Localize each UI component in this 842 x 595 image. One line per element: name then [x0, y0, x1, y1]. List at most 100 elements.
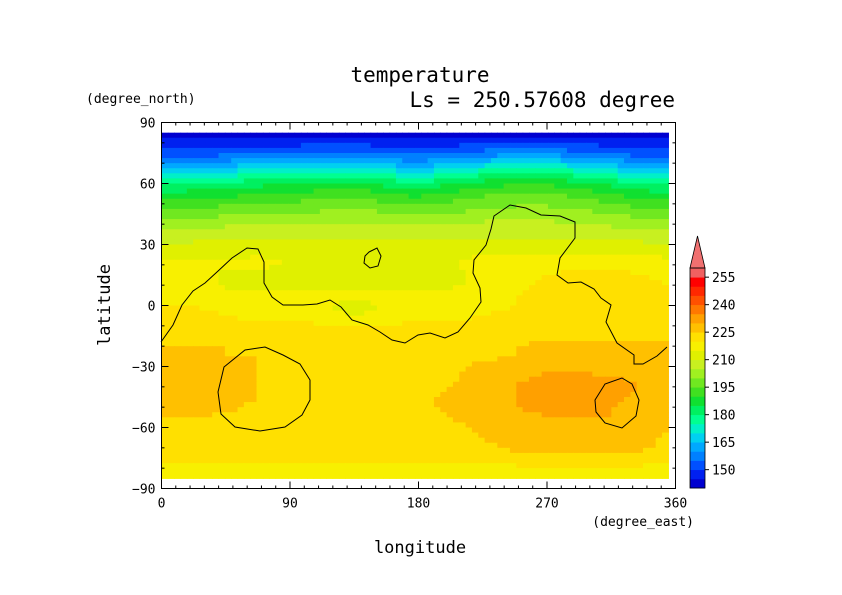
field-cell [554, 275, 562, 281]
field-cell [655, 239, 663, 246]
field-cell [497, 244, 505, 251]
field-cell [199, 305, 207, 312]
field-cell [288, 310, 296, 317]
field-cell [427, 244, 435, 251]
field-cell [560, 214, 568, 220]
field-cell [402, 168, 410, 174]
field-cell [199, 147, 207, 154]
field-cell [364, 163, 372, 169]
field-cell [630, 381, 638, 388]
field-cell [319, 275, 327, 281]
field-cell [452, 168, 460, 174]
field-cell [554, 259, 562, 266]
field-cell [541, 208, 549, 215]
field-cell [402, 437, 410, 444]
field-cell [636, 153, 644, 159]
field-cell [199, 397, 207, 403]
field-cell [307, 280, 315, 286]
field-cell [662, 275, 669, 281]
field-cell [237, 437, 245, 444]
field-cell [433, 346, 441, 352]
field-cell [547, 442, 555, 449]
field-cell [516, 158, 524, 164]
field-cell [573, 305, 581, 312]
field-cell [395, 132, 403, 139]
field-cell [433, 234, 441, 241]
field-cell [376, 203, 384, 210]
field-cell [649, 371, 657, 378]
field-cell [319, 290, 327, 296]
field-cell [370, 264, 378, 271]
field-cell [414, 356, 422, 363]
field-cell [592, 264, 600, 271]
field-cell [262, 325, 270, 332]
field-cell [636, 320, 644, 327]
field-cell [452, 188, 460, 195]
field-cell [427, 173, 435, 180]
field-cell [605, 259, 612, 266]
field-cell [389, 432, 397, 439]
field-cell [528, 427, 536, 434]
field-cell [237, 351, 245, 357]
field-cell [471, 341, 479, 347]
field-cell [237, 341, 245, 347]
field-cell [497, 168, 505, 174]
field-cell [446, 432, 454, 439]
field-cell [535, 417, 543, 424]
field-cell [509, 137, 517, 144]
field-cell [414, 402, 422, 408]
field-cell [516, 381, 524, 388]
field-cell [300, 447, 308, 454]
field-cell [218, 219, 226, 225]
field-cell [655, 132, 663, 139]
field-cell [357, 447, 365, 454]
field-cell [326, 371, 334, 378]
field-cell [522, 239, 530, 246]
field-cell [332, 310, 340, 317]
field-cell [389, 356, 397, 363]
field-cell [357, 147, 365, 154]
field-cell [592, 432, 600, 439]
field-cell [605, 173, 612, 180]
field-cell [186, 442, 194, 449]
field-cell [174, 234, 182, 241]
field-cell [573, 356, 581, 363]
field-cell [547, 173, 555, 180]
field-cell [440, 229, 448, 235]
field-cell [522, 275, 530, 281]
field-cell [605, 203, 612, 210]
field-cell [370, 336, 378, 342]
field-cell [319, 325, 327, 332]
field-cell [624, 422, 631, 429]
field-cell [421, 147, 429, 154]
field-cell [522, 391, 530, 398]
field-cell [313, 386, 321, 393]
field-cell [326, 310, 334, 317]
field-cell [547, 163, 555, 169]
field-cell [662, 437, 669, 444]
field-cell [471, 163, 479, 169]
field-cell [414, 397, 422, 403]
field-cell [199, 208, 207, 215]
field-cell [161, 178, 169, 185]
field-cell [408, 198, 416, 205]
field-cell [617, 137, 625, 144]
field-cell [446, 142, 454, 149]
field-cell [541, 376, 549, 383]
field-cell [224, 336, 232, 342]
field-cell [547, 432, 555, 439]
field-cell [421, 325, 429, 332]
field-cell [421, 300, 429, 307]
field-cell [421, 229, 429, 235]
field-cell [478, 315, 486, 322]
field-cell [288, 295, 296, 302]
field-cell [617, 244, 625, 251]
field-cell [294, 280, 302, 286]
field-cell [497, 285, 505, 291]
field-cell [389, 269, 397, 276]
field-cell [471, 381, 479, 388]
field-cell [275, 219, 283, 225]
field-cell [484, 198, 492, 205]
field-cell [319, 407, 327, 413]
field-cell [624, 259, 631, 266]
